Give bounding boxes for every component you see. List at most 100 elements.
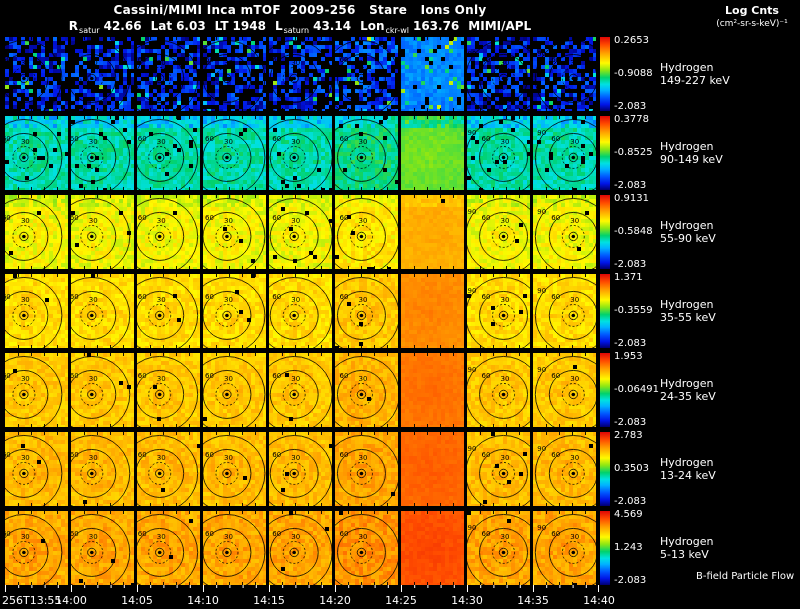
colorbar-mid-value-row1: -0.8525 [614,147,653,158]
energy-range-label-row0: 149-227 keV [660,74,730,87]
inca-image-panel-r0c7 [467,37,530,111]
inca-image-panel-r3c2 [137,274,200,348]
inca-image-panel-r4c1 [71,353,134,427]
time-label-6: 14:25 [385,594,417,607]
inca-image-panel-r0c3 [203,37,266,111]
colorbar-bottom-value-row5: -2.083 [614,496,647,507]
inca-image-panel-r5c3 [203,432,266,506]
ephemeris-line: Rsatur 42.66 Lat 6.03 LT 1948 Lsaturn 43.14 Lonc… [0,19,600,35]
inca-image-panel-r2c7 [467,195,530,269]
inca-image-panel-r1c5 [335,116,398,190]
energy-range-label-row2: 55-90 keV [660,232,716,245]
time-label-8: 14:35 [517,594,549,607]
colorbar-mid-value-row0: -0.9088 [614,68,653,79]
inca-image-panel-r5c7 [467,432,530,506]
energy-range-label-row1: 90-149 keV [660,153,723,166]
legend-units: (cm²-sr-s-keV)⁻¹ [716,19,788,29]
inca-image-panel-r4c7 [467,353,530,427]
colorbar-mid-value-row6: 1.243 [614,542,643,553]
inca-image-panel-r2c8 [533,195,596,269]
inca-image-panel-r3c3 [203,274,266,348]
time-label-5: 14:20 [319,594,351,607]
inca-image-panel-r6c3 [203,511,266,585]
colorbar-mid-value-row3: -0.3559 [614,305,653,316]
inca-image-panel-r0c2 [137,37,200,111]
inca-image-panel-r1c8 [533,116,596,190]
inca-image-panel-r6c5 [335,511,398,585]
inca-image-panel-r5c2 [137,432,200,506]
inca-image-panel-r4c8 [533,353,596,427]
ephemeris-lat: Lat 6.03 [150,19,206,33]
inca-image-panel-r6c1 [71,511,134,585]
species-label-row4: Hydrogen [660,377,714,390]
bfield-particle-flow-label: B-field Particle Flow [696,571,795,582]
colorbar-mid-value-row4: -0.06491 [614,384,659,395]
time-label-1: 14:00 [55,594,87,607]
colorbar-legend: Log Cnts (cm²-sr-s-keV)⁻¹ [706,4,798,29]
time-axis-ticks [0,585,600,592]
energy-range-label-row5: 13-24 keV [660,469,716,482]
time-label-2: 14:05 [121,594,153,607]
colorbar-row3 [600,274,610,348]
colorbar-mid-value-row5: 0.3503 [614,463,649,474]
colorbar-bottom-value-row3: -2.083 [614,338,647,349]
colorbar-row5 [600,432,610,506]
inca-image-panel-r4c0 [5,353,68,427]
inca-image-panel-r5c0 [5,432,68,506]
species-label-row6: Hydrogen [660,535,714,548]
inca-image-panel-r6c2 [137,511,200,585]
inca-image-panel-r3c7 [467,274,530,348]
colorbar-row1 [600,116,610,190]
inca-image-panel-r4c6 [401,353,464,427]
inca-image-panel-r1c6 [401,116,464,190]
colorbar-bottom-value-row4: -2.083 [614,417,647,428]
colorbar-bottom-value-row2: -2.083 [614,259,647,270]
species-label-row1: Hydrogen [660,140,714,153]
energy-band-label-row0: Hydrogen 149-227 keV [660,61,730,87]
energy-band-label-row1: Hydrogen 90-149 keV [660,140,723,166]
inca-image-panel-r3c5 [335,274,398,348]
species-label-row3: Hydrogen [660,298,714,311]
species-label-row0: Hydrogen [660,61,714,74]
plot-title: Cassini/MIMI Inca mTOF 2009-256 Stare Io… [113,3,487,17]
energy-range-label-row6: 5-13 keV [660,548,709,561]
inca-image-panel-r2c4 [269,195,332,269]
inca-image-panel-r3c4 [269,274,332,348]
inca-image-panel-r4c4 [269,353,332,427]
ephemeris-lt: LT 1948 [214,19,266,33]
colorbar-mid-value-row2: -0.5848 [614,226,653,237]
inca-image-panel-r5c8 [533,432,596,506]
inca-image-panel-r4c5 [335,353,398,427]
time-label-9: 14:40 [583,594,615,607]
energy-band-label-row6: Hydrogen 5-13 keV [660,535,714,561]
energy-range-label-row4: 24-35 keV [660,390,716,403]
colorbar-top-value-row5: 2.783 [614,430,643,441]
inca-image-panel-r3c1 [71,274,134,348]
inca-image-panel-r0c1 [71,37,134,111]
inca-image-panel-r0c0 [5,37,68,111]
ephemeris-lon: Lonckr-wl 163.76 [360,19,460,35]
inca-image-panel-r5c1 [71,432,134,506]
energy-band-label-row3: Hydrogen 35-55 keV [660,298,716,324]
inca-image-panel-r2c5 [335,195,398,269]
inca-image-panel-r1c0 [5,116,68,190]
inca-image-panel-r1c7 [467,116,530,190]
time-label-0: 256T13:55 [2,594,62,607]
inca-image-panel-r2c1 [71,195,134,269]
energy-band-label-row2: Hydrogen 55-90 keV [660,219,716,245]
colorbar-top-value-row3: 1.371 [614,272,643,283]
colorbar-row4 [600,353,610,427]
ephemeris-l: Lsaturn 43.14 [274,19,352,35]
species-label-row2: Hydrogen [660,219,714,232]
inca-image-panel-r6c0 [5,511,68,585]
inca-image-panel-r6c6 [401,511,464,585]
ephemeris-r: Rsatur 42.66 [68,19,142,35]
colorbar-top-value-row0: 0.2653 [614,35,649,46]
energy-range-label-row3: 35-55 keV [660,311,716,324]
colorbar-top-value-row1: 0.3778 [614,114,649,125]
inca-image-panel-r5c4 [269,432,332,506]
inca-image-panel-r1c2 [137,116,200,190]
colorbar-top-value-row2: 0.9131 [614,193,649,204]
inca-image-panel-r0c4 [269,37,332,111]
